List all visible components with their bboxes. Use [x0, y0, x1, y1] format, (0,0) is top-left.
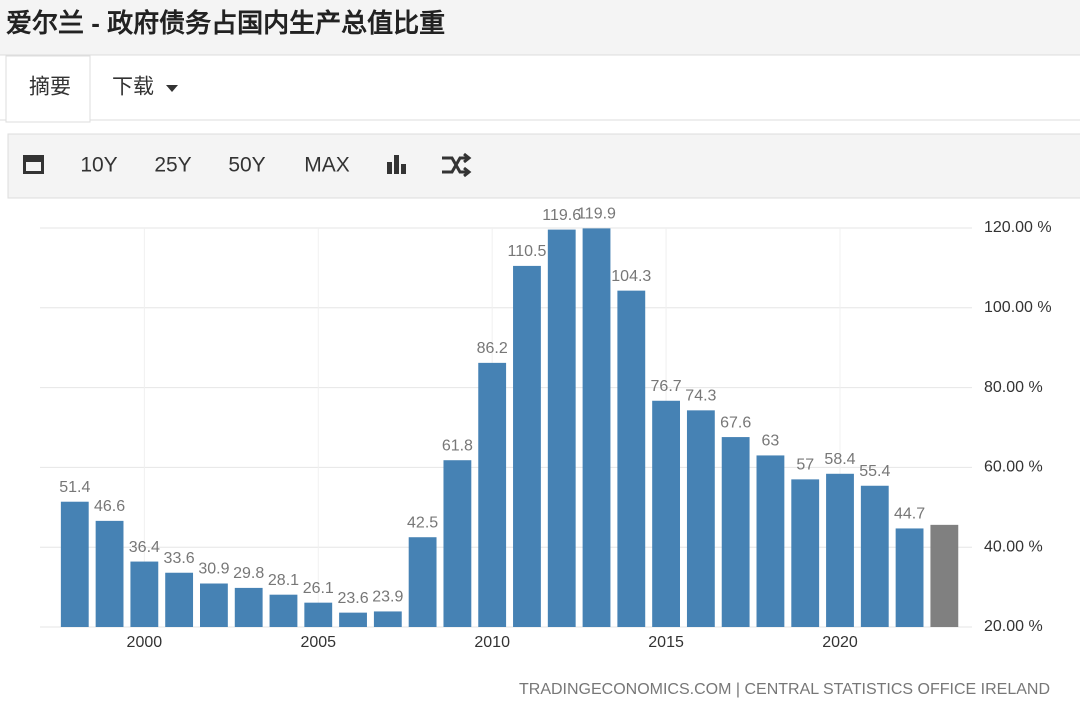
bar [686, 410, 715, 627]
tab[interactable]: 摘要 [29, 76, 71, 99]
x-tick-label: 2010 [474, 634, 510, 651]
y-tick-label: 20.00 % [984, 618, 1043, 635]
bar [95, 520, 124, 627]
x-tick-label: 2015 [648, 634, 684, 651]
bar [791, 479, 820, 627]
value-label: 23.9 [372, 589, 403, 606]
tab[interactable]: 下载 [112, 76, 154, 99]
value-label: 29.8 [233, 565, 264, 582]
bar [513, 265, 541, 627]
value-label: 104.3 [611, 268, 651, 285]
value-label: 58.4 [824, 451, 855, 468]
value-label: 74.3 [685, 388, 716, 405]
value-label: 57 [796, 457, 814, 474]
value-label: 67.6 [720, 414, 751, 431]
bar [930, 524, 959, 627]
value-label: 23.6 [337, 590, 368, 607]
toolbar [7, 133, 1080, 199]
value-label: 61.8 [442, 437, 473, 454]
value-label: 36.4 [129, 539, 160, 556]
range-button[interactable]: 50Y [228, 154, 265, 177]
y-tick-label: 80.00 % [984, 379, 1043, 396]
bar [60, 501, 89, 627]
value-label: 30.9 [198, 561, 229, 578]
value-label: 55.4 [859, 463, 890, 480]
value-label: 46.6 [94, 498, 125, 515]
bar [547, 229, 576, 627]
value-label: 33.6 [164, 550, 195, 567]
bar [304, 602, 333, 627]
value-label: 63 [762, 433, 780, 450]
bar [130, 561, 159, 627]
bar [756, 455, 785, 627]
value-label: 76.7 [651, 378, 682, 395]
bar [721, 437, 750, 627]
bar [860, 485, 889, 627]
shuffle-icon[interactable] [442, 152, 472, 178]
bar [652, 400, 680, 627]
calendar-icon[interactable] [23, 155, 44, 174]
y-tick-label: 40.00 % [984, 538, 1043, 555]
tab-active[interactable] [5, 55, 91, 123]
bar [617, 290, 646, 627]
value-label: 44.7 [894, 506, 925, 523]
y-tick-label: 120.00 % [984, 219, 1052, 236]
bar [234, 587, 263, 627]
y-tick-label: 100.00 % [984, 299, 1052, 316]
y-tick-label: 60.00 % [984, 459, 1043, 476]
bar [443, 460, 472, 627]
title-bar [0, 0, 1080, 55]
bar [582, 228, 611, 628]
page-title: 爱尔兰 - 政府债务占国内生产总值比重 [6, 8, 445, 38]
bar [339, 612, 367, 627]
bar [200, 583, 228, 627]
range-button[interactable]: MAX [304, 154, 350, 177]
bar [826, 473, 854, 627]
value-label: 119.9 [577, 206, 616, 223]
dropdown-caret[interactable] [166, 85, 178, 92]
value-label: 86.2 [477, 340, 508, 357]
x-tick-label: 2000 [127, 634, 163, 651]
bar [478, 362, 507, 627]
value-label: 26.1 [303, 580, 334, 597]
bar-chart-icon[interactable] [387, 155, 406, 174]
value-label: 51.4 [59, 479, 90, 496]
bar [165, 572, 194, 627]
bar [269, 594, 298, 627]
bar [408, 537, 437, 627]
source: TRADINGECONOMICS.COM | CENTRAL STATISTIC… [519, 681, 1050, 698]
x-tick-label: 2005 [300, 634, 336, 651]
value-label: 110.5 [508, 243, 547, 260]
value-label: 119.6 [542, 207, 581, 224]
bar [373, 611, 402, 627]
range-button[interactable]: 25Y [154, 154, 191, 177]
value-label: 28.1 [268, 572, 299, 589]
value-label: 42.5 [407, 514, 438, 531]
bar [895, 528, 924, 627]
x-tick-label: 2020 [822, 634, 858, 651]
range-button[interactable]: 10Y [80, 154, 117, 177]
